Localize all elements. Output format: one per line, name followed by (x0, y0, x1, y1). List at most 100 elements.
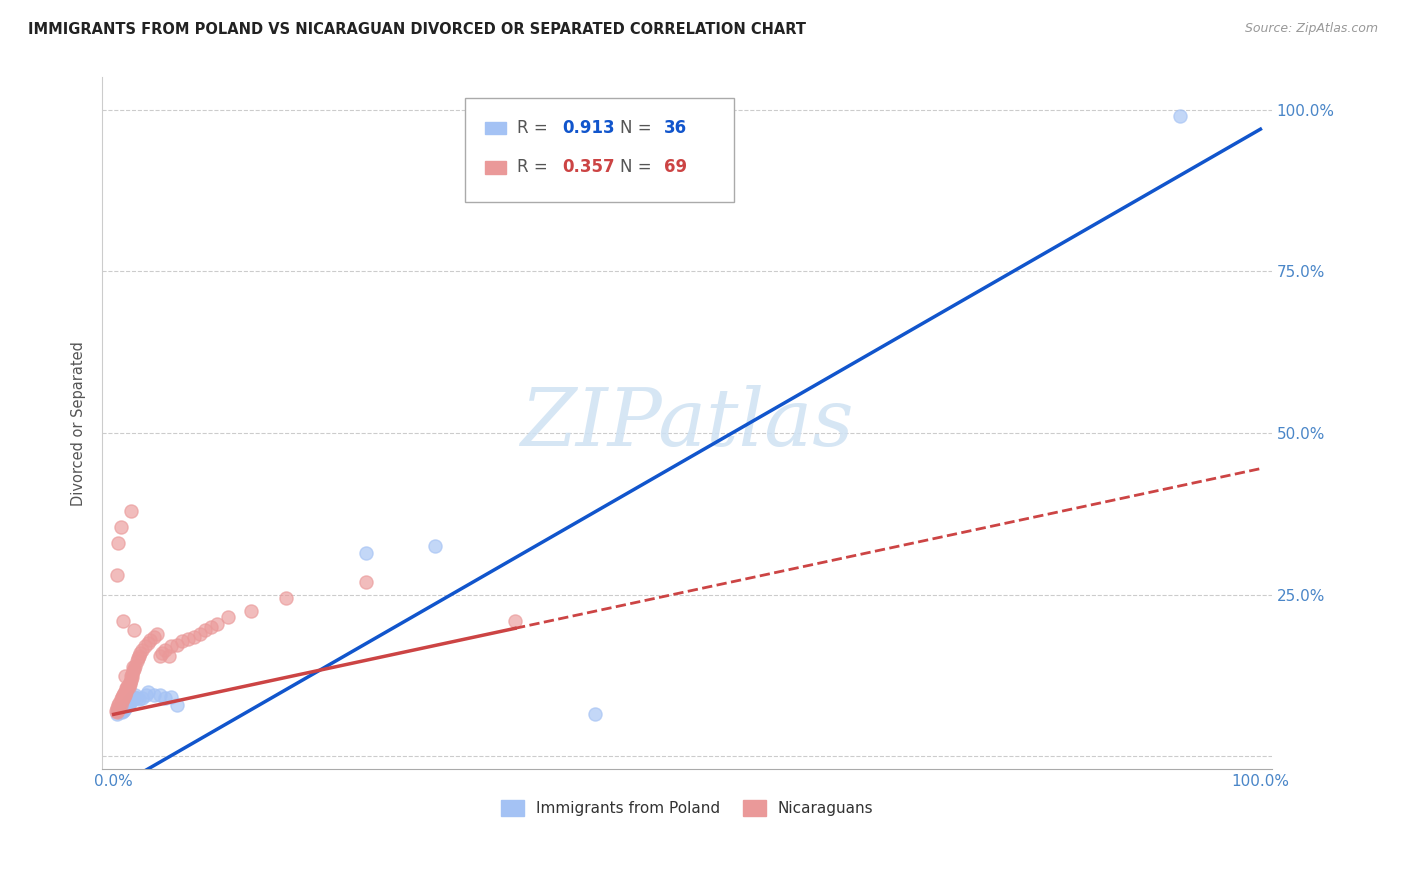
FancyBboxPatch shape (485, 161, 506, 174)
Point (110, 703, 132, 717)
Point (111, 690, 134, 704)
Point (583, 707, 606, 722)
Point (274, 591, 297, 605)
Text: 36: 36 (664, 119, 686, 137)
Point (142, 688, 165, 702)
Point (105, 707, 128, 722)
Point (146, 626, 169, 640)
Point (423, 539, 446, 553)
Point (107, 536, 129, 550)
Point (129, 646, 152, 660)
Text: Source: ZipAtlas.com: Source: ZipAtlas.com (1244, 22, 1378, 36)
Point (125, 654, 148, 668)
Point (166, 638, 188, 652)
Point (183, 630, 205, 644)
Point (107, 704, 129, 718)
Point (118, 677, 141, 691)
Point (118, 697, 141, 711)
Point (112, 690, 135, 704)
Text: N =: N = (620, 119, 657, 137)
FancyBboxPatch shape (465, 98, 734, 202)
Text: R =: R = (517, 119, 554, 137)
Point (114, 688, 136, 702)
Point (121, 671, 143, 685)
Point (172, 634, 194, 648)
Point (131, 642, 153, 657)
Point (134, 640, 156, 654)
Point (188, 626, 211, 640)
Point (121, 691, 143, 706)
Point (135, 688, 157, 702)
Point (217, 610, 239, 624)
Point (128, 649, 150, 664)
Point (110, 520, 132, 534)
Point (112, 703, 135, 717)
Point (131, 691, 153, 706)
Point (125, 691, 148, 706)
Point (117, 698, 139, 713)
Text: 0.357: 0.357 (562, 159, 614, 177)
Point (155, 691, 177, 706)
Point (160, 640, 183, 654)
Point (110, 698, 132, 712)
Point (150, 646, 173, 660)
Point (118, 675, 141, 690)
Point (110, 701, 132, 715)
Point (108, 706, 131, 720)
Point (117, 681, 139, 696)
Point (124, 688, 146, 702)
Point (142, 630, 165, 644)
Point (108, 697, 131, 711)
Point (108, 701, 131, 715)
Point (177, 632, 200, 646)
Point (148, 688, 170, 702)
Point (104, 704, 127, 718)
Point (120, 503, 142, 517)
Point (111, 704, 134, 718)
Point (122, 660, 145, 674)
Point (157, 649, 180, 664)
Point (112, 686, 135, 700)
Point (111, 703, 134, 717)
Point (111, 701, 134, 715)
Y-axis label: Divorced or Separated: Divorced or Separated (72, 341, 86, 506)
Point (127, 651, 149, 665)
Point (160, 690, 183, 704)
Point (117, 697, 139, 711)
Point (136, 636, 159, 650)
Point (117, 677, 139, 691)
Point (105, 706, 128, 720)
Point (120, 694, 142, 708)
Point (111, 694, 134, 708)
Point (124, 662, 146, 676)
Point (122, 692, 145, 706)
Text: IMMIGRANTS FROM POLAND VS NICARAGUAN DIVORCED OR SEPARATED CORRELATION CHART: IMMIGRANTS FROM POLAND VS NICARAGUAN DIV… (28, 22, 806, 37)
Point (124, 658, 146, 673)
Point (107, 703, 129, 717)
Point (117, 680, 139, 694)
Point (112, 698, 135, 713)
Point (148, 649, 170, 664)
Text: 69: 69 (664, 159, 686, 177)
Point (111, 688, 134, 702)
Point (115, 698, 138, 712)
Point (155, 642, 177, 657)
Point (194, 624, 217, 638)
Point (124, 624, 146, 638)
Point (115, 684, 138, 698)
Point (503, 614, 526, 628)
Text: R =: R = (517, 159, 554, 177)
Point (114, 701, 136, 715)
Point (121, 666, 143, 681)
Point (117, 681, 139, 696)
Point (117, 680, 139, 694)
Point (240, 604, 263, 618)
Point (110, 692, 132, 706)
Point (105, 701, 128, 715)
Point (111, 692, 134, 706)
Point (200, 620, 222, 634)
Text: ZIPatlas: ZIPatlas (520, 384, 853, 462)
Point (111, 614, 134, 628)
Point (205, 616, 228, 631)
Text: 0.913: 0.913 (562, 119, 614, 137)
